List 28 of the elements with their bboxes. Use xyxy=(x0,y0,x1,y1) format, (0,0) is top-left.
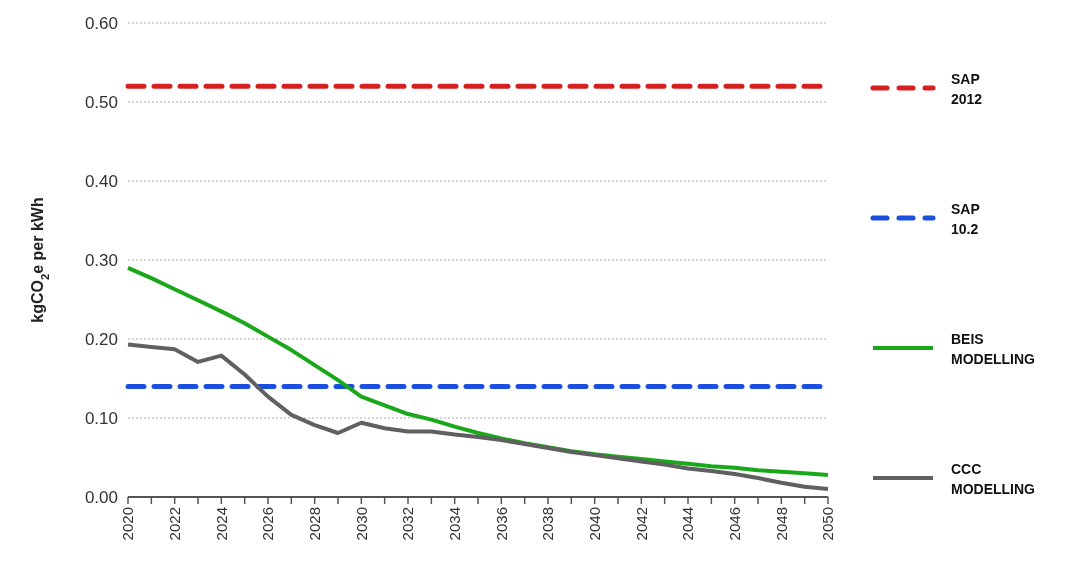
x-tick-label: 2020 xyxy=(119,507,137,541)
x-tick-label: 2036 xyxy=(492,507,510,541)
x-tick-label: 2030 xyxy=(352,507,370,541)
x-tick-label: 2028 xyxy=(305,507,323,541)
x-tick-label: 2046 xyxy=(725,507,743,541)
x-tick-label: 2044 xyxy=(679,507,697,541)
x-tick-label: 2048 xyxy=(772,507,790,541)
y-tick-label: 0.30 xyxy=(84,250,118,270)
x-tick-label: 2024 xyxy=(212,507,230,541)
legend-label: SAP 10.2 xyxy=(951,200,980,237)
y-tick-label: 0.10 xyxy=(84,408,118,428)
x-tick-label: 2038 xyxy=(539,507,557,541)
line-series xyxy=(126,342,830,492)
y-tick-label: 0.50 xyxy=(84,92,118,112)
y-tick-label: 0.00 xyxy=(84,487,118,507)
y-tick-label: 0.60 xyxy=(84,13,118,33)
x-tick-label: 2022 xyxy=(165,507,183,541)
x-tick-label: 2032 xyxy=(399,507,417,541)
x-tick-label: 2040 xyxy=(585,507,603,541)
legend-label: SAP 2012 xyxy=(951,70,983,107)
x-tick-label: 2042 xyxy=(632,507,650,541)
y-tick-label: 0.40 xyxy=(84,171,118,191)
x-tick-label: 2034 xyxy=(445,507,463,541)
y-tick-label: 0.20 xyxy=(84,329,118,349)
x-tick-label: 2026 xyxy=(259,507,277,541)
legend-label: BEIS MODELLING xyxy=(951,330,1036,367)
legend-label: CCC MODELLING xyxy=(951,460,1036,497)
x-tick-label: 2050 xyxy=(819,507,837,541)
